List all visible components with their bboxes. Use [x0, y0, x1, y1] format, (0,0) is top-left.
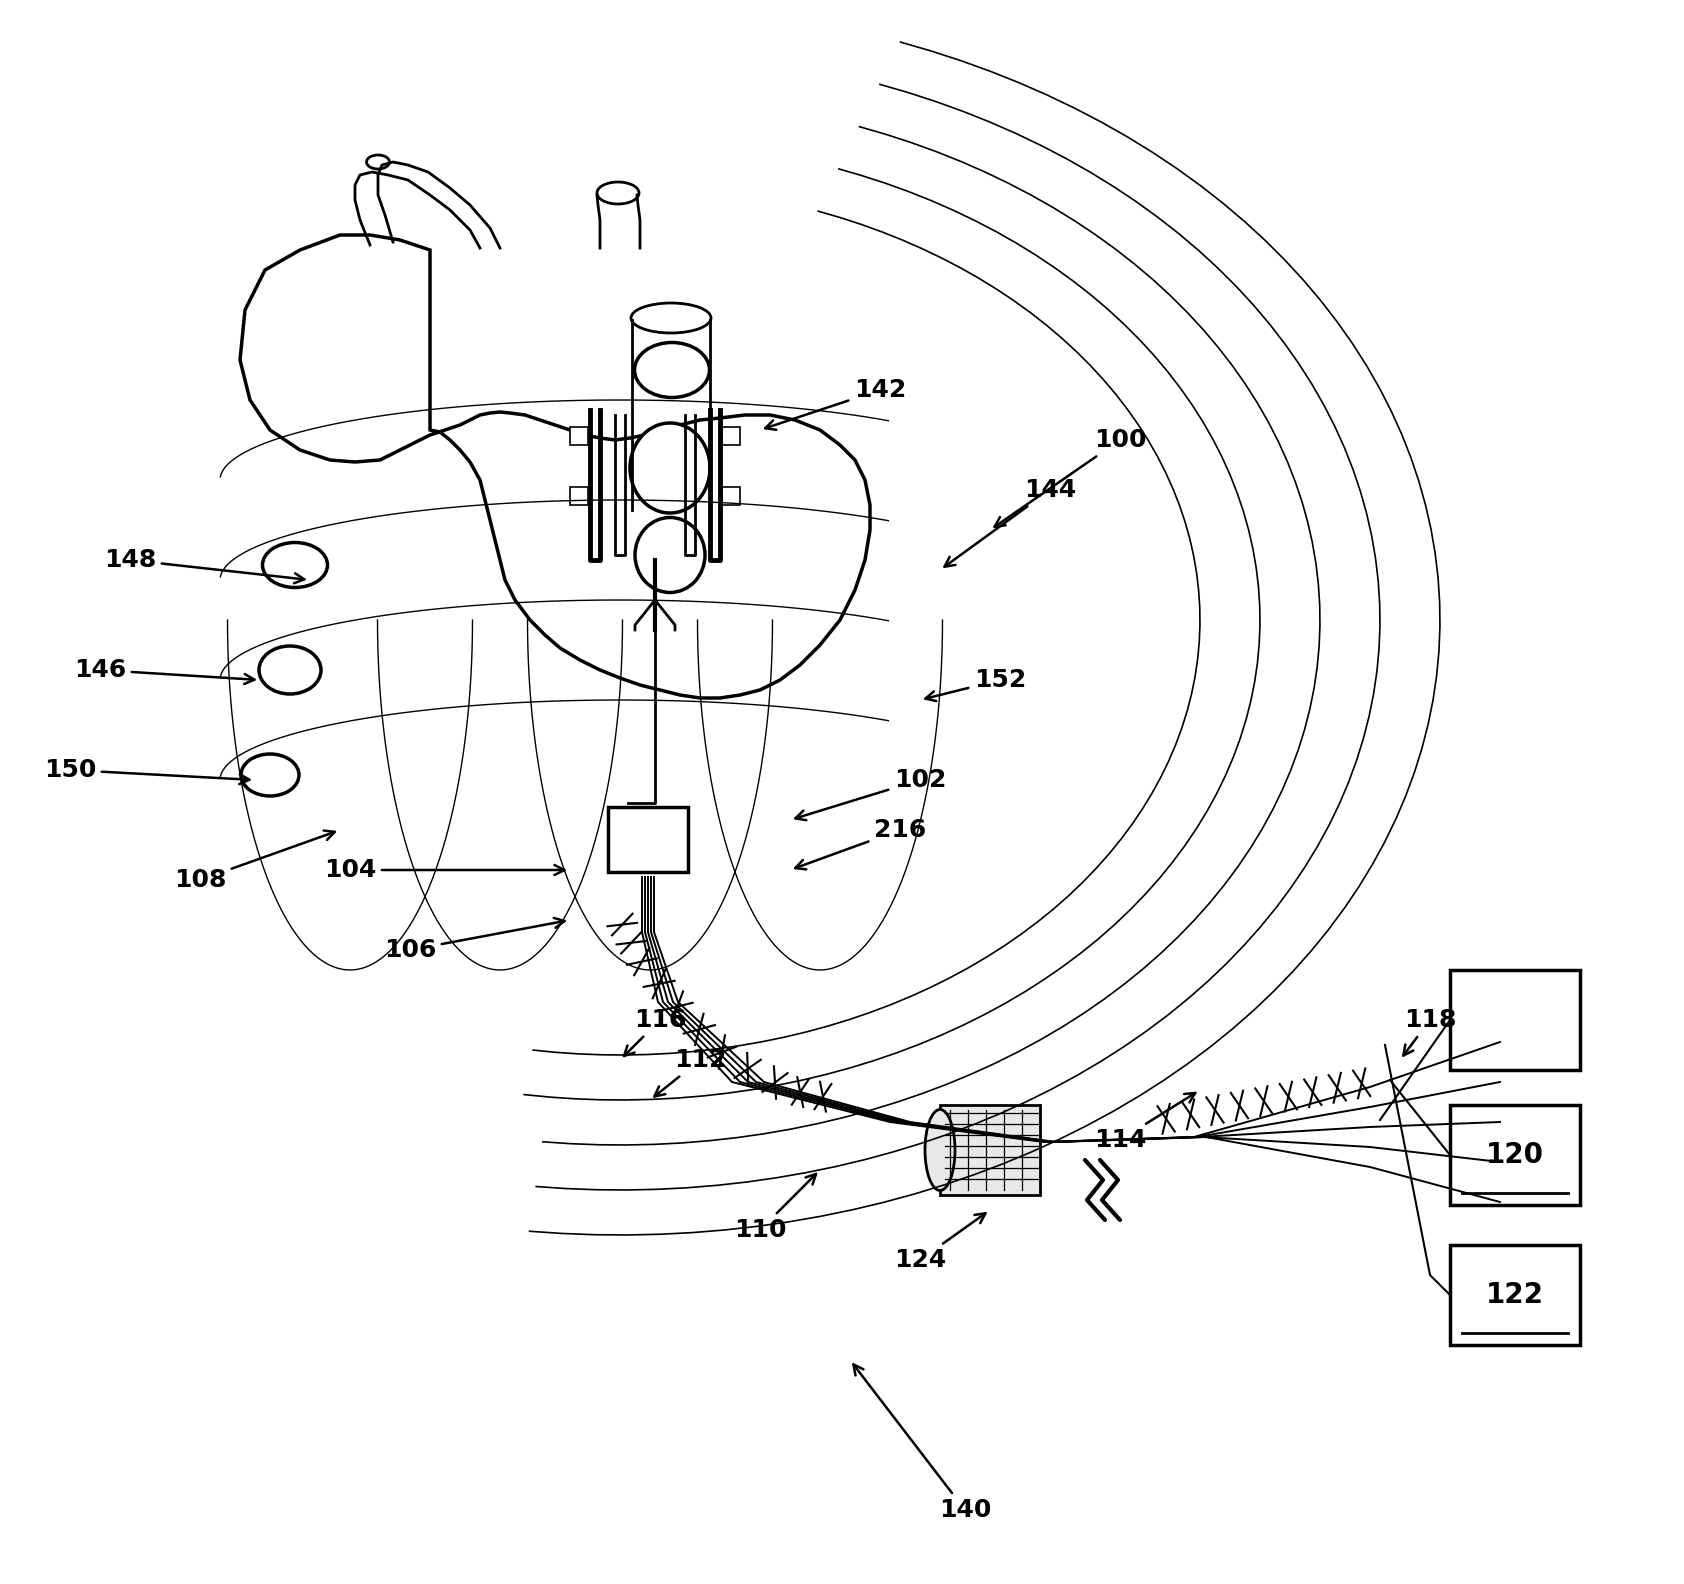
- Text: 142: 142: [765, 379, 906, 429]
- Bar: [1450, 1106, 1580, 1205]
- Text: 120: 120: [1485, 1140, 1544, 1169]
- Text: 150: 150: [44, 759, 249, 784]
- Text: 110: 110: [734, 1174, 817, 1242]
- Text: 112: 112: [655, 1049, 726, 1096]
- Bar: [1450, 1245, 1580, 1345]
- Bar: [608, 806, 689, 873]
- Text: 102: 102: [795, 768, 946, 821]
- Text: 100: 100: [995, 428, 1147, 527]
- Text: 216: 216: [795, 817, 926, 870]
- Bar: [722, 428, 739, 445]
- Text: 114: 114: [1095, 1093, 1196, 1152]
- Bar: [569, 486, 588, 505]
- Bar: [1450, 969, 1580, 1071]
- Text: 106: 106: [384, 919, 564, 961]
- Ellipse shape: [630, 423, 711, 513]
- Ellipse shape: [925, 1109, 955, 1191]
- Text: 124: 124: [894, 1213, 985, 1272]
- Text: 140: 140: [854, 1364, 992, 1522]
- Text: 122: 122: [1485, 1281, 1544, 1308]
- Ellipse shape: [635, 518, 706, 592]
- Ellipse shape: [598, 182, 638, 204]
- Ellipse shape: [241, 754, 300, 797]
- Ellipse shape: [635, 342, 709, 398]
- Ellipse shape: [263, 542, 327, 588]
- Ellipse shape: [632, 303, 711, 333]
- Text: 144: 144: [945, 478, 1076, 567]
- Text: 152: 152: [926, 668, 1026, 702]
- Text: 104: 104: [323, 859, 564, 882]
- Bar: [569, 428, 588, 445]
- Text: 108: 108: [173, 830, 335, 892]
- Text: 146: 146: [74, 657, 254, 684]
- Text: 118: 118: [1403, 1007, 1457, 1055]
- Bar: [940, 1106, 1041, 1194]
- Ellipse shape: [259, 646, 322, 694]
- Text: 116: 116: [625, 1007, 685, 1057]
- Ellipse shape: [635, 429, 706, 482]
- Ellipse shape: [367, 155, 389, 169]
- Text: 148: 148: [104, 548, 305, 583]
- Bar: [722, 486, 739, 505]
